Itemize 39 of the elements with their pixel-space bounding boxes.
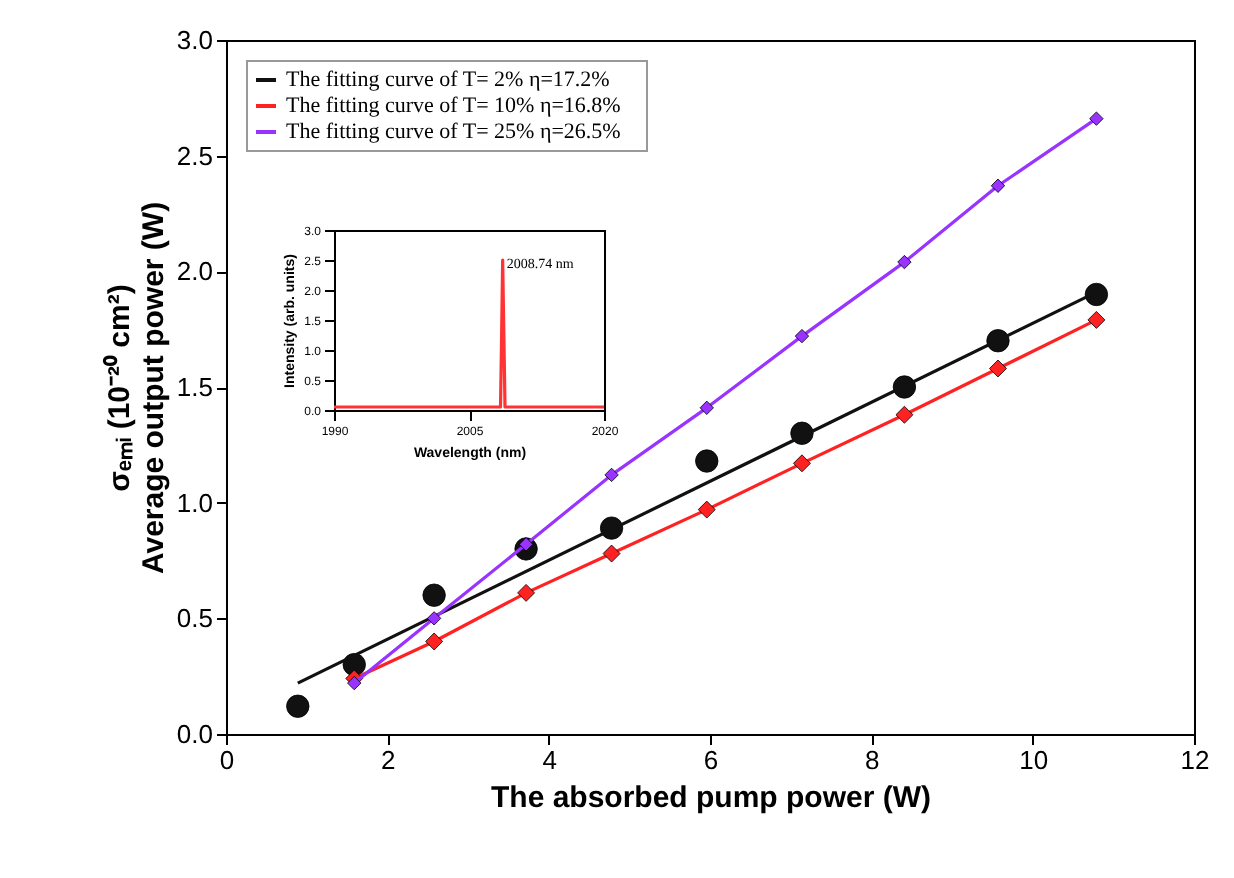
x-tick-label: 8	[865, 745, 880, 775]
point	[697, 500, 716, 519]
point	[604, 467, 619, 483]
point	[895, 405, 914, 424]
point	[425, 632, 444, 651]
point	[427, 611, 442, 626]
y-tick-label: 0.5	[176, 603, 213, 634]
y-axis-title: σₑₘᵢ (10⁻²⁰ cm²) Average output power (W)	[100, 201, 171, 575]
x-tick-label: 12	[1180, 745, 1210, 775]
point	[794, 329, 810, 344]
point	[897, 254, 912, 270]
point	[286, 694, 310, 718]
x-tick-label: 10	[1019, 745, 1049, 775]
legend-label: The fitting curve of T= 25% η=26.5%	[286, 120, 621, 144]
y-tick-label: 0.0	[176, 719, 213, 749]
point	[347, 676, 362, 691]
point	[422, 583, 446, 607]
x-tick-label: 2	[381, 745, 396, 775]
x-tick-label: 4	[542, 745, 557, 775]
y-tick-label: 2.5	[176, 140, 213, 171]
point	[695, 449, 719, 473]
y-tick-label: 3.0	[176, 25, 213, 55]
x-tick-label: 6	[703, 745, 719, 775]
x-tick-label: 0	[219, 745, 235, 775]
point	[793, 454, 811, 473]
point	[990, 178, 1006, 193]
x-axis-title: The absorbed pump power (W)	[491, 781, 931, 815]
y-tick-label: 1.0	[176, 487, 213, 518]
point	[602, 544, 621, 563]
point	[517, 584, 535, 602]
legend-label: The fitting curve of T= 2% η=17.2%	[286, 68, 610, 92]
point	[1087, 311, 1106, 329]
y-tick-label: 2.0	[176, 256, 213, 287]
point	[989, 359, 1007, 378]
y-tick-label: 1.5	[176, 372, 213, 402]
point	[1084, 282, 1109, 307]
legend-label: The fitting curve of T= 10% η=16.8%	[286, 94, 621, 118]
point	[1089, 111, 1104, 126]
point	[699, 400, 714, 415]
